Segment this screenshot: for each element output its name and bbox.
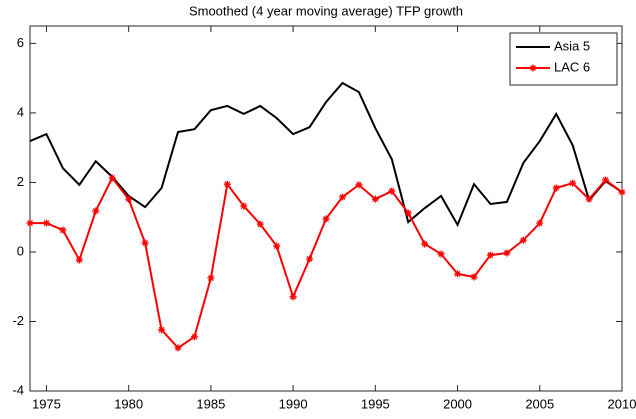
- point-marker: [519, 236, 527, 244]
- point-marker: [273, 242, 281, 250]
- point-marker: [141, 239, 149, 247]
- point-marker: [618, 188, 626, 196]
- y-tick-label: 4: [17, 104, 24, 119]
- x-tick-label: 2010: [608, 396, 636, 411]
- point-marker: [338, 193, 346, 201]
- point-marker: [322, 215, 330, 223]
- point-marker: [421, 240, 429, 248]
- point-marker: [306, 255, 314, 263]
- y-tick-label: 0: [17, 243, 24, 258]
- point-marker: [602, 176, 610, 184]
- legend-label: Asia 5: [554, 38, 590, 53]
- point-marker: [552, 184, 560, 192]
- x-tick-label: 1975: [32, 396, 61, 411]
- point-marker: [454, 270, 462, 278]
- point-marker: [437, 250, 445, 258]
- point-marker: [470, 273, 478, 281]
- point-marker: [503, 249, 511, 257]
- y-tick-label: -2: [12, 313, 24, 328]
- chart-title: Smoothed (4 year moving average) TFP gro…: [189, 3, 463, 18]
- x-tick-label: 2005: [525, 396, 554, 411]
- x-tick-label: 2000: [443, 396, 472, 411]
- point-marker: [569, 179, 577, 187]
- series-line: [29, 81, 623, 228]
- point-marker: [108, 174, 116, 182]
- point-marker: [190, 333, 198, 341]
- x-tick-label: 1995: [361, 396, 390, 411]
- point-marker: [75, 256, 83, 264]
- point-marker: [59, 226, 67, 234]
- point-marker: [92, 207, 100, 215]
- point-marker: [256, 220, 264, 228]
- point-marker: [240, 202, 248, 210]
- series-line: [30, 176, 623, 350]
- point-marker: [42, 219, 50, 227]
- point-marker: [125, 195, 133, 203]
- y-tick-label: -4: [12, 382, 24, 397]
- legend-box: [509, 32, 618, 86]
- y-tick-label: 2: [17, 174, 24, 189]
- point-marker: [371, 195, 379, 203]
- legend-label: LAC 6: [554, 59, 590, 74]
- point-marker: [26, 219, 34, 227]
- point-marker: [486, 251, 494, 259]
- y-tick-label: 6: [17, 35, 24, 50]
- point-marker: [355, 181, 363, 189]
- x-tick-label: 1980: [114, 396, 143, 411]
- point-marker: [174, 344, 182, 352]
- point-marker: [585, 195, 593, 203]
- point-marker: [388, 187, 396, 195]
- x-tick-label: 1990: [279, 396, 308, 411]
- point-marker: [404, 209, 412, 217]
- point-marker: [289, 293, 297, 301]
- plot-frame: [29, 25, 623, 392]
- point-marker: [536, 219, 544, 227]
- point-marker: [158, 326, 166, 334]
- legend-marker: [529, 64, 537, 72]
- point-marker: [207, 274, 215, 282]
- point-marker: [223, 180, 231, 188]
- x-tick-label: 1985: [196, 396, 225, 411]
